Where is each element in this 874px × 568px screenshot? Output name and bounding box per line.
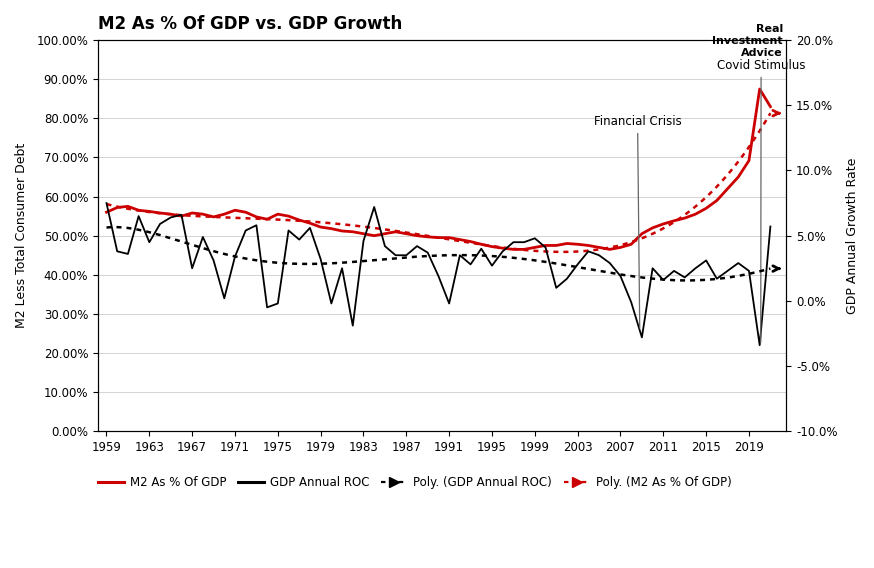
Legend: M2 As % Of GDP, GDP Annual ROC, Poly. (GDP Annual ROC), Poly. (M2 As % Of GDP): M2 As % Of GDP, GDP Annual ROC, Poly. (G…	[94, 471, 736, 494]
Text: M2 As % Of GDP vs. GDP Growth: M2 As % Of GDP vs. GDP Growth	[98, 15, 402, 33]
Text: Real
Investment
Advice: Real Investment Advice	[712, 24, 783, 58]
Text: Financial Crisis: Financial Crisis	[593, 115, 682, 328]
Text: Covid Stimulus: Covid Stimulus	[717, 59, 805, 343]
Y-axis label: M2 Less Total Consumer Debt: M2 Less Total Consumer Debt	[15, 143, 28, 328]
Y-axis label: GDP Annual Growth Rate: GDP Annual Growth Rate	[846, 157, 859, 314]
